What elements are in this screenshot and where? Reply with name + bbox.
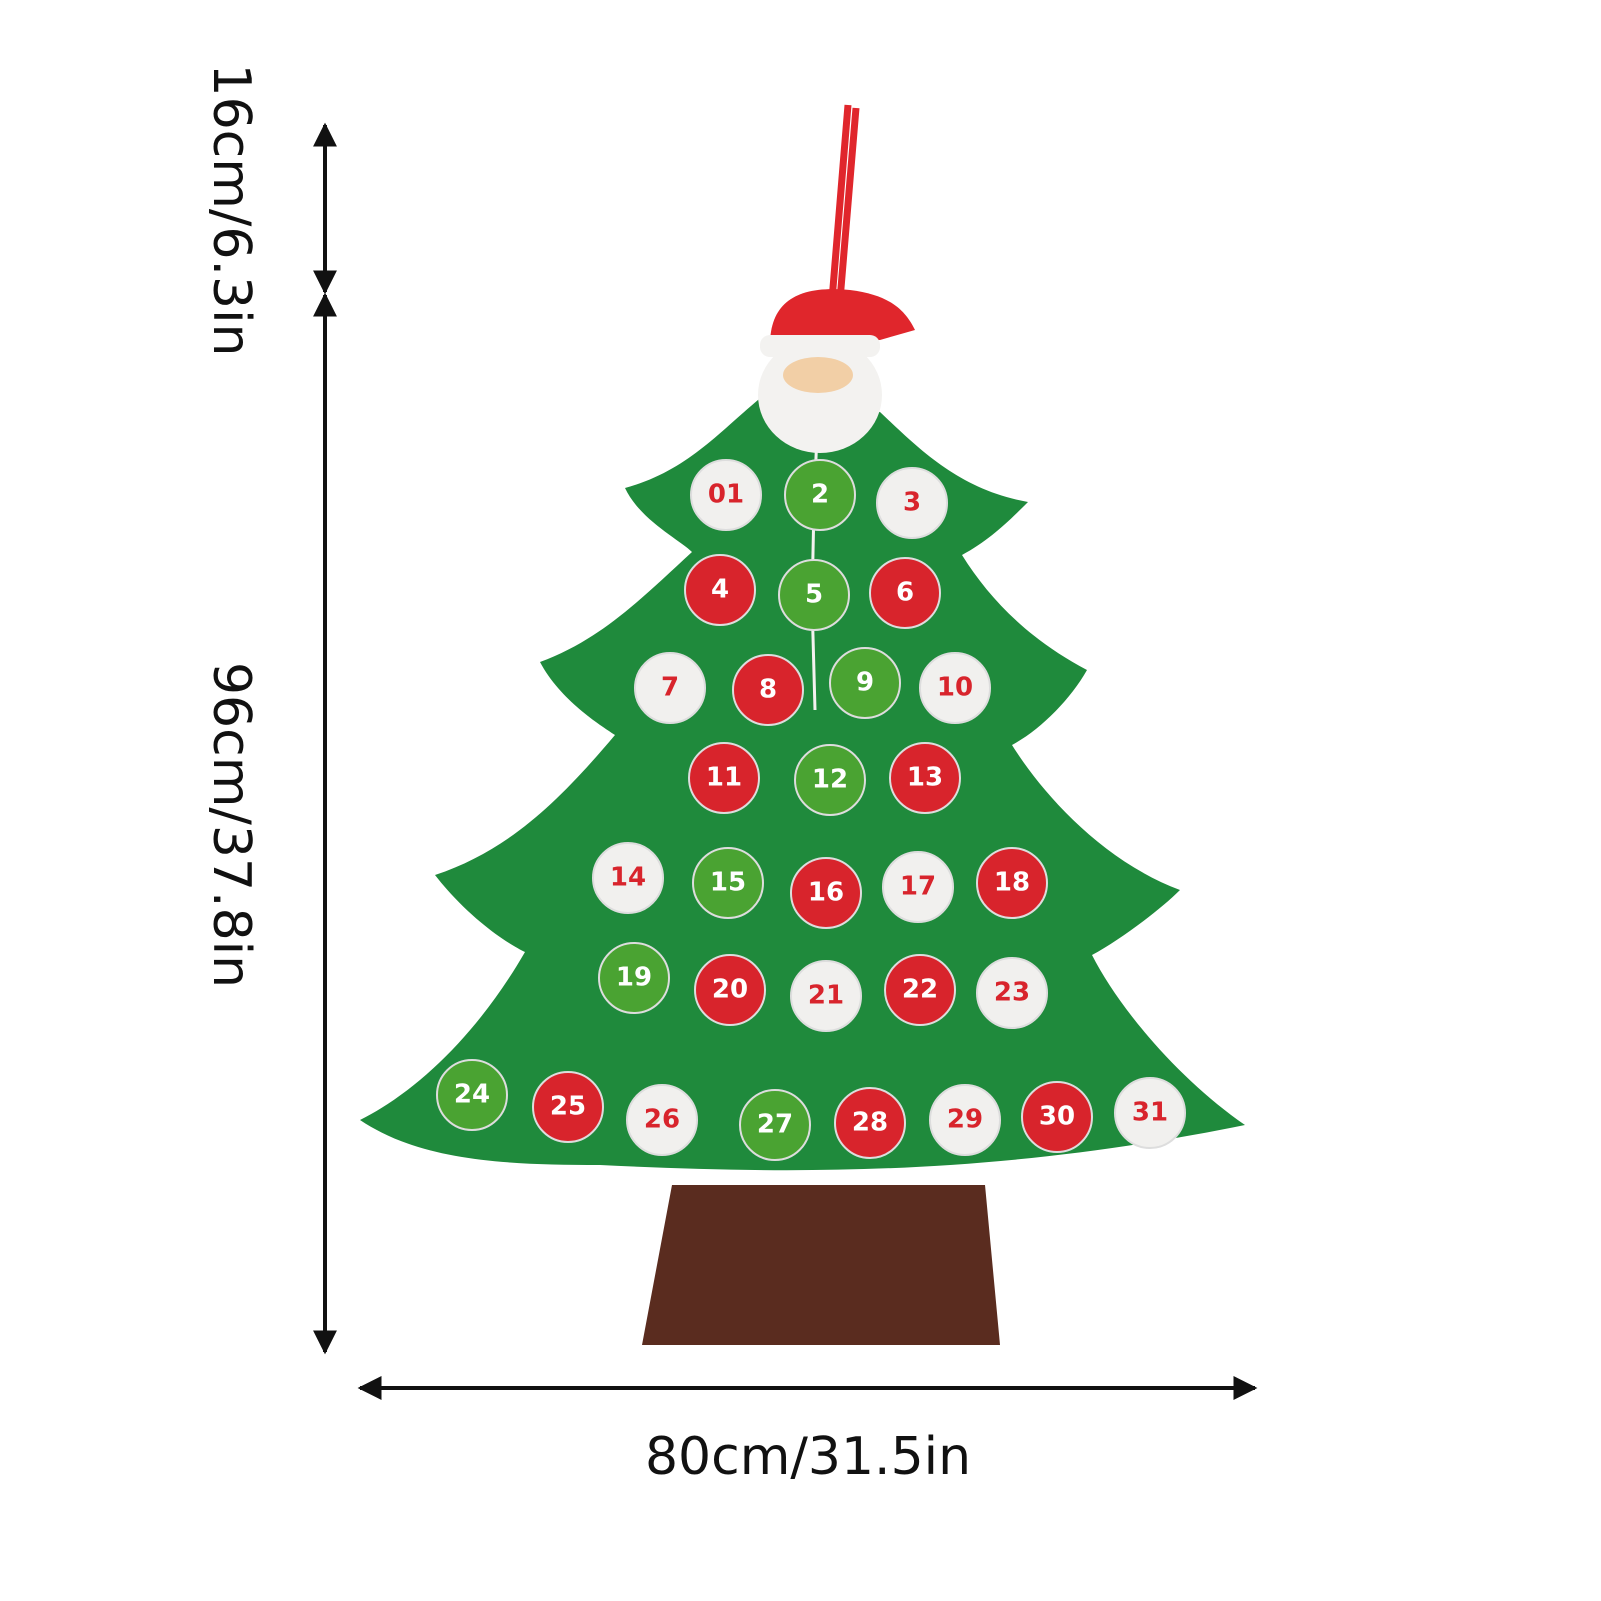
ornament-number: 21 [808, 981, 844, 1011]
ornament-number: 12 [812, 765, 848, 795]
ornament-number: 7 [661, 673, 679, 703]
ornament [739, 1089, 811, 1161]
ornament [929, 1084, 1001, 1156]
ornament-number: 23 [994, 978, 1030, 1008]
ornament [884, 954, 956, 1026]
ornament-number: 9 [856, 668, 874, 698]
ornament [976, 957, 1048, 1029]
ornament [794, 744, 866, 816]
ornament-number: 17 [900, 872, 936, 902]
ornament [889, 742, 961, 814]
ornament-number: 26 [644, 1105, 680, 1135]
dimension-label: 96cm/37.8in [201, 662, 261, 988]
ornament [784, 459, 856, 531]
ornament [790, 960, 862, 1032]
ornament-number: 6 [896, 578, 914, 608]
ornament [1021, 1081, 1093, 1153]
ornament-number: 22 [902, 975, 938, 1005]
ornament [732, 654, 804, 726]
dimension-label: 16cm/6.3in [201, 63, 261, 356]
ornament [976, 847, 1048, 919]
trunk [642, 1185, 1000, 1345]
ornament-number: 8 [759, 675, 777, 705]
ornament-number: 30 [1039, 1102, 1075, 1132]
ornament-number: 5 [805, 580, 823, 610]
ornament [834, 1087, 906, 1159]
dimension-label: 80cm/31.5in [645, 1427, 971, 1487]
ornament [634, 652, 706, 724]
ornament-number: 01 [708, 480, 744, 510]
ornament [592, 842, 664, 914]
ornament [690, 459, 762, 531]
ornament [532, 1071, 604, 1143]
ornament-number: 11 [706, 763, 742, 793]
ornament [626, 1084, 698, 1156]
ornament-number: 27 [757, 1110, 793, 1140]
ornament [684, 554, 756, 626]
ornament [778, 559, 850, 631]
ornament-number: 10 [937, 673, 973, 703]
ornament-number: 2 [811, 480, 829, 510]
ornament [688, 742, 760, 814]
ornament [598, 942, 670, 1014]
ornament-number: 18 [994, 868, 1030, 898]
ornament-number: 15 [710, 868, 746, 898]
ornament-number: 3 [903, 488, 921, 518]
ornament-number: 31 [1132, 1098, 1168, 1128]
santa-face [783, 357, 853, 393]
ornament [694, 954, 766, 1026]
ornament-number: 13 [907, 763, 943, 793]
ornament [829, 647, 901, 719]
ornament [692, 847, 764, 919]
ornament [919, 652, 991, 724]
ornament-number: 24 [454, 1080, 490, 1110]
ornament-number: 28 [852, 1108, 888, 1138]
ornament-number: 19 [616, 963, 652, 993]
ornament [869, 557, 941, 629]
ornament-number: 14 [610, 863, 646, 893]
ornament [436, 1059, 508, 1131]
ornament-number: 25 [550, 1092, 586, 1122]
string [810, 409, 820, 711]
ornament-number: 4 [711, 575, 729, 605]
ornament [1114, 1077, 1186, 1149]
ornament [882, 851, 954, 923]
ornament-number: 29 [947, 1105, 983, 1135]
ornament-number: 16 [808, 878, 844, 908]
santa-hat [770, 289, 915, 345]
hanger [828, 104, 860, 301]
santa-hat-brim [760, 335, 880, 357]
ornament [790, 857, 862, 929]
ornament [876, 467, 948, 539]
ornament-number: 20 [712, 975, 748, 1005]
